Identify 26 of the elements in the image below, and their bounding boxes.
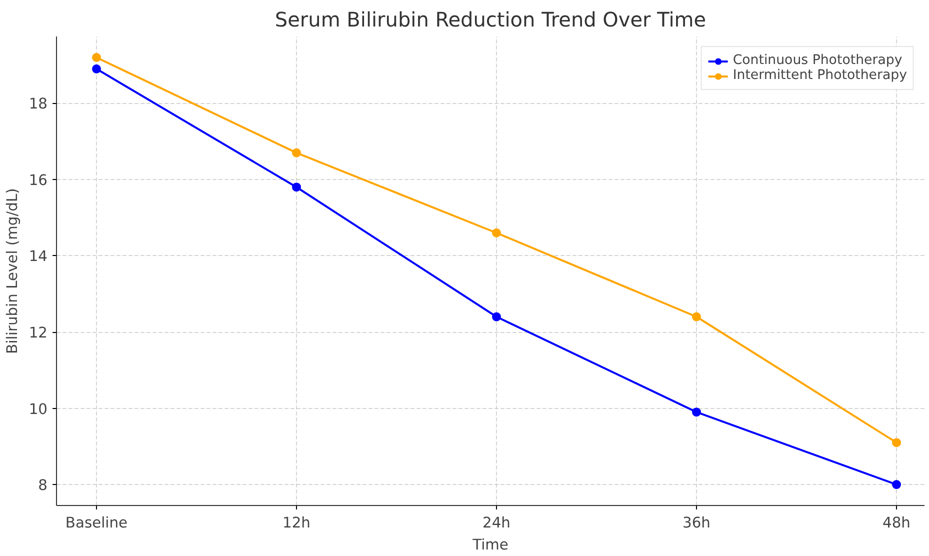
x-tick-label: Baseline <box>65 514 128 532</box>
point <box>492 228 501 238</box>
y-axis-title: Bilirubin Level (mg/dL) <box>4 188 21 354</box>
y-tick-label: 8 <box>38 477 48 494</box>
x-tick-label: 48h <box>882 514 910 532</box>
y-tick-label: 18 <box>28 96 48 113</box>
chart-title: Serum Bilirubin Reduction Trend Over Time <box>274 8 706 32</box>
x-tick-label: 12h <box>282 514 310 532</box>
point <box>892 480 901 490</box>
legend-label: Intermittent Phototherapy <box>732 68 907 83</box>
point <box>292 182 301 192</box>
point <box>692 408 701 417</box>
point <box>892 438 901 448</box>
point <box>92 52 101 62</box>
point <box>92 64 101 74</box>
legend-label: Continuous Phototherapy <box>732 53 902 68</box>
point <box>692 312 701 322</box>
y-tick-label: 10 <box>28 400 48 418</box>
y-tick-label: 14 <box>28 248 48 266</box>
x-tick-label: 24h <box>482 514 510 532</box>
y-tick-label: 12 <box>28 324 48 342</box>
x-tick-label: 36h <box>682 514 710 532</box>
point <box>292 148 301 158</box>
x-axis-title: Time <box>472 536 508 554</box>
y-tick-label: 16 <box>28 172 48 189</box>
point <box>492 312 501 322</box>
